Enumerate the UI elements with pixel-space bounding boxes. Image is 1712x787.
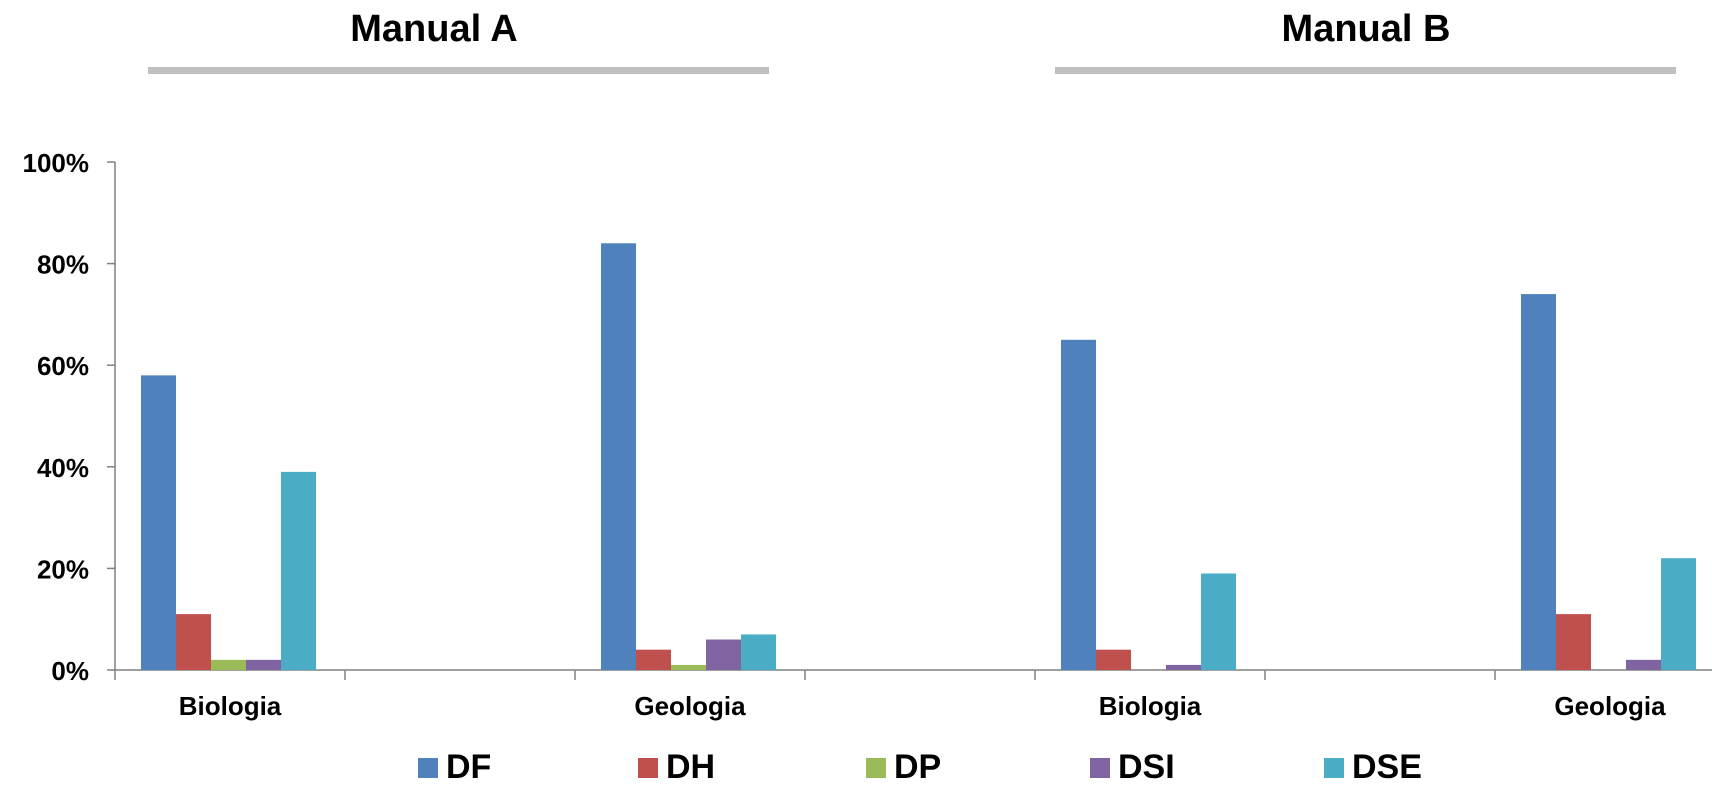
bar-dp-1 xyxy=(671,664,706,670)
legend-item-df: DF xyxy=(418,748,491,787)
bar-dh-3 xyxy=(1556,614,1591,670)
legend-item-dp: DP xyxy=(866,748,941,787)
legend-item-dsi: DSI xyxy=(1090,748,1175,787)
bar-dsi-3 xyxy=(1626,659,1661,670)
bar-dse-0 xyxy=(281,471,316,670)
bar-df-3 xyxy=(1521,294,1556,670)
legend-swatch xyxy=(866,757,886,778)
bar-df-0 xyxy=(141,375,176,670)
x-category-label: Geologia xyxy=(1554,691,1666,721)
bar-dsi-2 xyxy=(1166,664,1201,670)
y-tick-label: 100% xyxy=(23,148,90,178)
x-category-label: Biologia xyxy=(179,691,282,721)
group-title-manual-b: Manual B xyxy=(1281,8,1451,50)
legend-label: DF xyxy=(446,748,492,786)
bar-dse-2 xyxy=(1201,573,1236,670)
x-category-label: Geologia xyxy=(634,691,746,721)
legend-label: DSI xyxy=(1118,748,1175,786)
y-tick-label: 0% xyxy=(51,656,89,686)
chart-legend: DF DH DP DSI DSE xyxy=(0,748,1712,787)
y-tick-label: 40% xyxy=(37,453,89,483)
bar-dse-1 xyxy=(741,634,776,670)
legend-item-dh: DH xyxy=(638,748,715,787)
legend-swatch xyxy=(638,757,658,778)
y-tick-label: 20% xyxy=(37,554,89,584)
bar-dsi-1 xyxy=(706,639,741,670)
legend-item-dse: DSE xyxy=(1324,748,1422,787)
bar-dh-1 xyxy=(636,649,671,670)
y-tick-label: 80% xyxy=(37,250,89,280)
legend-label: DSE xyxy=(1352,748,1422,786)
legend-label: DP xyxy=(894,748,942,786)
bar-chart: 0% 20% 40% 60% 80% 100% Biologia Geologia Biolog… xyxy=(23,148,1712,721)
bar-dh-2 xyxy=(1096,649,1131,670)
legend-swatch xyxy=(418,757,438,778)
bar-dsi-0 xyxy=(246,659,281,670)
legend-swatch xyxy=(1324,757,1344,778)
bar-df-2 xyxy=(1061,339,1096,670)
bar-df-1 xyxy=(601,243,636,670)
bar-dh-0 xyxy=(176,614,211,670)
bar-dse-3 xyxy=(1661,558,1696,670)
x-category-label: Biologia xyxy=(1099,691,1202,721)
y-tick-label: 60% xyxy=(37,351,89,381)
group-rule-manual-a xyxy=(148,67,769,74)
bar-dp-0 xyxy=(211,659,246,670)
legend-swatch xyxy=(1090,757,1110,778)
group-title-manual-a: Manual A xyxy=(350,8,518,50)
group-rule-manual-b xyxy=(1055,67,1676,74)
legend-label: DH xyxy=(666,748,716,786)
